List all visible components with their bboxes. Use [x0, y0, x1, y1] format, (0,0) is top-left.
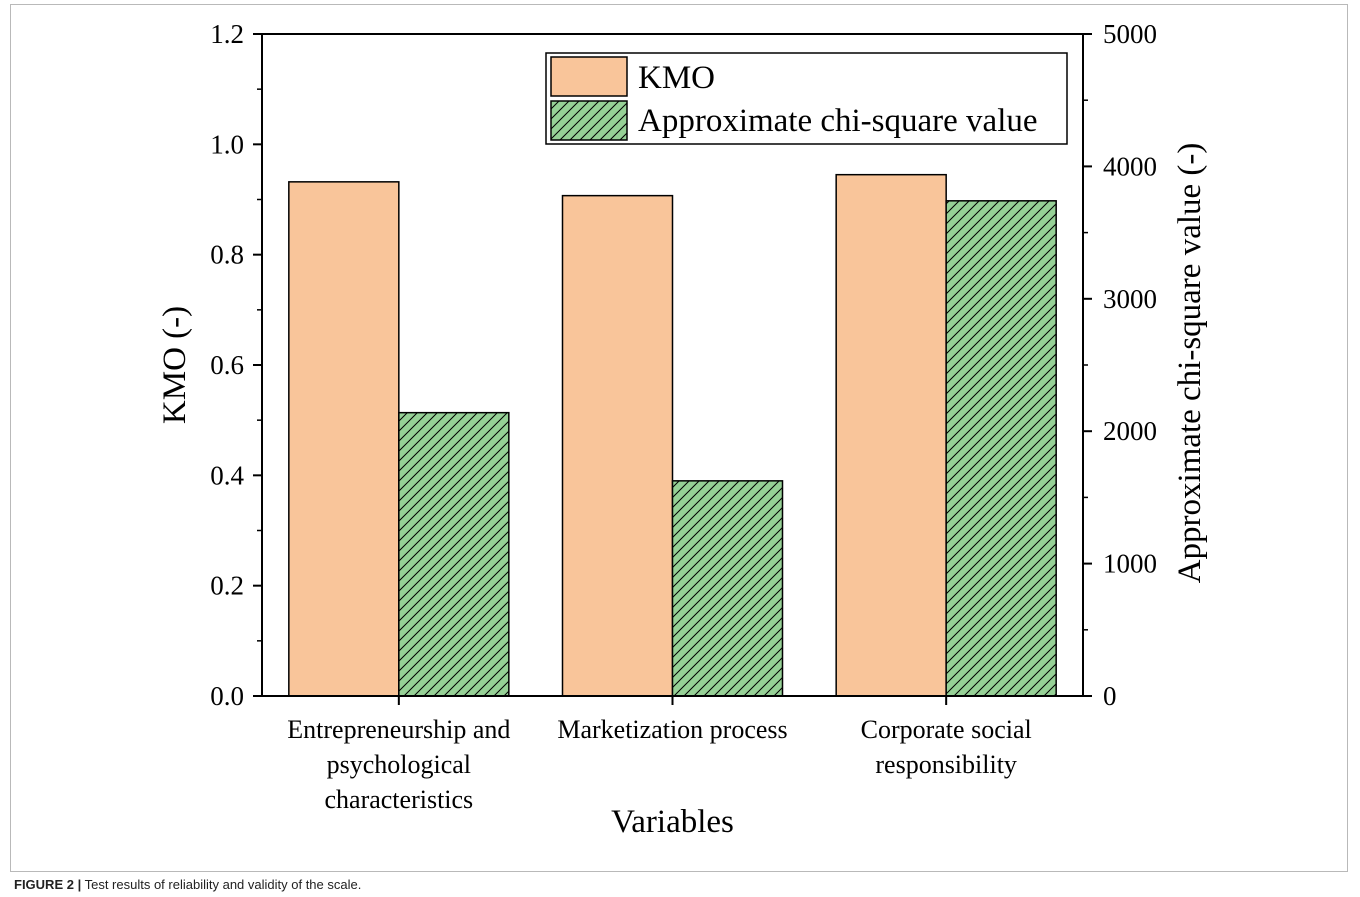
y-tick-label-left: 0.0 [210, 681, 244, 711]
figure-caption: FIGURE 2 | Test results of reliability a… [14, 877, 361, 892]
legend-swatch-chi-square [551, 101, 627, 140]
x-tick-label: Marketization process [557, 715, 787, 744]
x-axis-title: Variables [611, 804, 734, 840]
y-axis-title-left: KMO (-) [157, 306, 193, 424]
y-tick-label-left: 0.6 [210, 350, 244, 380]
figure-label: FIGURE 2 | [14, 877, 81, 892]
legend-swatch-kmo [551, 57, 627, 96]
y-tick-label-left: 1.0 [210, 129, 244, 159]
bar-kmo [289, 182, 399, 696]
x-tick-label: Entrepreneurship and [287, 715, 510, 744]
x-tick-label: Corporate social [861, 715, 1032, 744]
legend: KMO Approximate chi-square value [546, 53, 1067, 144]
y-tick-label-right: 1000 [1103, 549, 1157, 579]
x-tick-label: responsibility [875, 750, 1017, 779]
y-tick-label-left: 1.2 [210, 19, 244, 49]
bar-chi-square [399, 413, 509, 696]
bar-chi-square [946, 201, 1056, 696]
y-tick-label-left: 0.8 [210, 240, 244, 270]
bar-kmo [563, 196, 673, 696]
y-tick-label-right: 3000 [1103, 284, 1157, 314]
bar-chi-square [673, 481, 783, 696]
bar-kmo [836, 175, 946, 696]
legend-label-chi-square: Approximate chi-square value [638, 103, 1038, 139]
y-tick-label-right: 5000 [1103, 19, 1157, 49]
x-tick-label: characteristics [324, 785, 473, 814]
y-tick-label-right: 2000 [1103, 416, 1157, 446]
figure-caption-text: Test results of reliability and validity… [85, 877, 362, 892]
y-tick-label-left: 0.4 [210, 460, 244, 490]
bars-layer [289, 175, 1056, 696]
y-tick-label-right: 0 [1103, 681, 1117, 711]
y-axis-title-right: Approximate chi-square value (-) [1172, 143, 1208, 584]
chart: 0.0 0.2 0.4 0.6 0.8 1.0 1.2 0 1000 2000 3000 4000 50… [0, 0, 1360, 870]
x-tick-label: psychological [327, 750, 471, 779]
legend-label-kmo: KMO [638, 60, 715, 96]
y-tick-label-right: 4000 [1103, 151, 1157, 181]
y-tick-label-left: 0.2 [210, 571, 244, 601]
